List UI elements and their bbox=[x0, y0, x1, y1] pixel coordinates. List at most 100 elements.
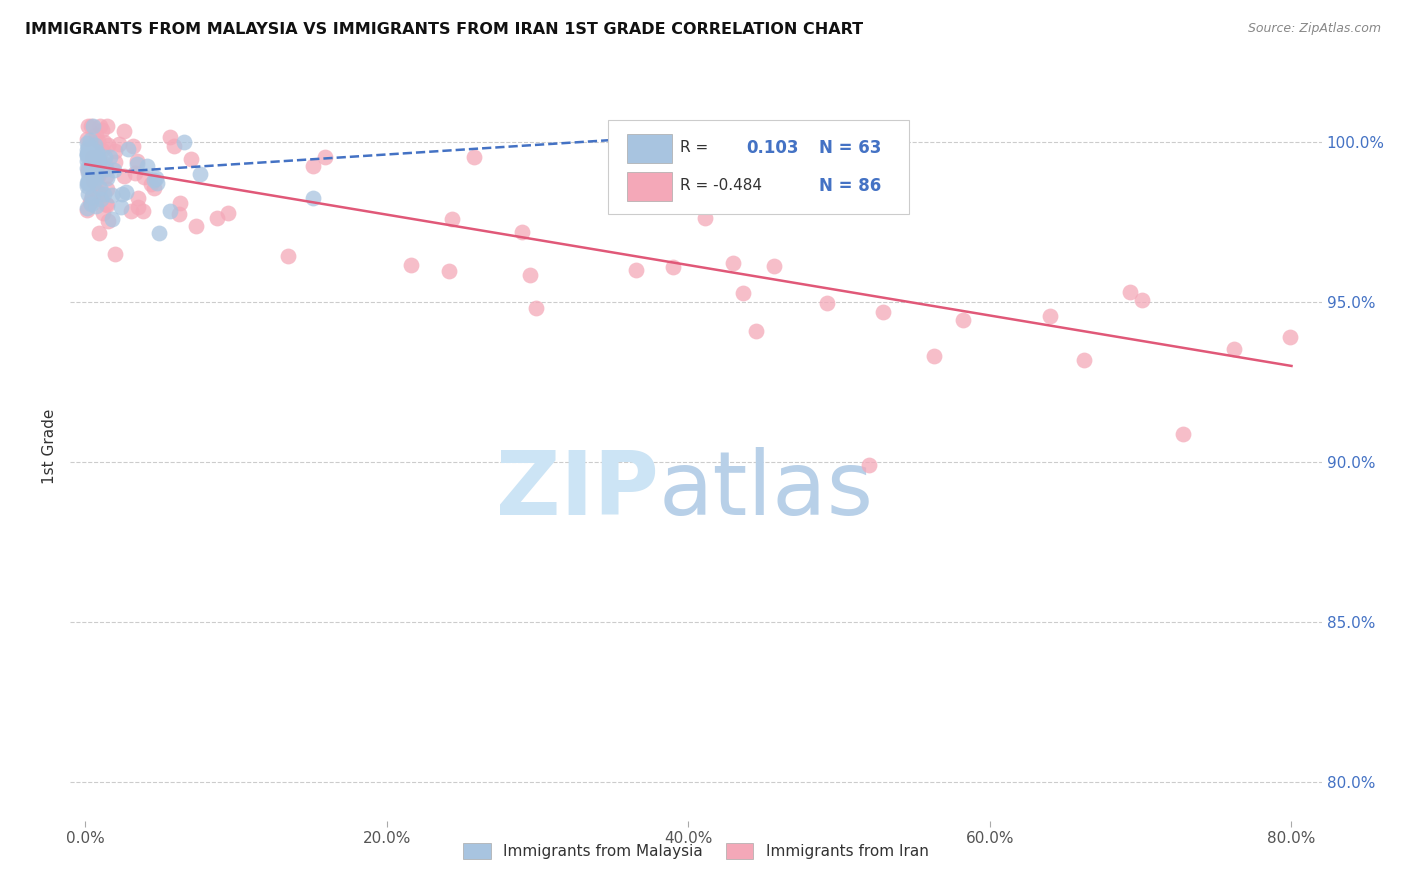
Point bbox=[97, 213, 120, 227]
Point bbox=[77, 161, 100, 176]
Point bbox=[93, 187, 115, 202]
Point bbox=[744, 324, 766, 338]
Point bbox=[104, 144, 127, 158]
Point bbox=[83, 160, 105, 174]
Point bbox=[76, 140, 98, 154]
Point bbox=[143, 173, 166, 187]
Point bbox=[76, 161, 98, 175]
Point bbox=[91, 205, 114, 219]
Point bbox=[79, 171, 101, 186]
Point bbox=[83, 175, 105, 189]
Point bbox=[302, 191, 325, 205]
Point bbox=[77, 161, 100, 176]
Point bbox=[922, 349, 945, 363]
Point bbox=[125, 156, 148, 170]
Point bbox=[952, 312, 974, 326]
Point bbox=[83, 160, 105, 174]
Point bbox=[76, 144, 98, 158]
Point bbox=[76, 202, 98, 217]
Text: R =: R = bbox=[679, 140, 709, 155]
Point bbox=[159, 204, 181, 219]
Point bbox=[519, 268, 541, 282]
Point bbox=[79, 195, 101, 210]
Point bbox=[510, 225, 533, 239]
Point bbox=[84, 138, 107, 153]
Point bbox=[87, 186, 110, 201]
Point bbox=[127, 200, 149, 214]
Point bbox=[94, 161, 117, 176]
Point bbox=[90, 192, 112, 206]
Point bbox=[89, 153, 111, 168]
Point bbox=[79, 133, 101, 147]
Point bbox=[76, 186, 98, 201]
Point bbox=[93, 135, 115, 149]
FancyBboxPatch shape bbox=[609, 120, 908, 214]
Point bbox=[132, 204, 155, 219]
Text: Source: ZipAtlas.com: Source: ZipAtlas.com bbox=[1247, 22, 1381, 36]
Text: ZIP: ZIP bbox=[496, 448, 658, 534]
Point bbox=[463, 150, 485, 164]
Point bbox=[104, 247, 127, 261]
Point bbox=[872, 305, 894, 319]
Point bbox=[89, 119, 111, 133]
Point bbox=[87, 134, 110, 148]
Point bbox=[180, 153, 202, 167]
Point bbox=[84, 128, 107, 142]
Point bbox=[112, 169, 135, 183]
Point bbox=[90, 123, 112, 137]
Point bbox=[148, 227, 170, 241]
Point bbox=[96, 198, 118, 212]
Point bbox=[1119, 285, 1142, 299]
Point bbox=[89, 226, 111, 240]
Point bbox=[127, 154, 149, 169]
Point bbox=[108, 136, 131, 151]
Point bbox=[1278, 329, 1301, 343]
Point bbox=[112, 123, 135, 137]
Point bbox=[94, 197, 117, 211]
Point bbox=[94, 150, 117, 164]
Point bbox=[188, 167, 211, 181]
Point bbox=[146, 176, 169, 190]
Point bbox=[1039, 309, 1062, 323]
Point bbox=[815, 296, 838, 310]
Point bbox=[858, 458, 880, 473]
Point bbox=[96, 119, 118, 133]
Point bbox=[87, 152, 110, 166]
Point bbox=[121, 138, 143, 153]
Point bbox=[1073, 353, 1095, 368]
Point bbox=[76, 153, 98, 168]
Point bbox=[76, 173, 98, 187]
Point bbox=[302, 159, 325, 173]
Point bbox=[437, 264, 460, 278]
Point bbox=[96, 182, 118, 196]
Point bbox=[124, 166, 146, 180]
Point bbox=[76, 166, 98, 180]
Point bbox=[662, 260, 685, 274]
Point bbox=[76, 136, 98, 150]
Point bbox=[89, 181, 111, 195]
Point bbox=[731, 285, 754, 300]
Point bbox=[1173, 427, 1195, 442]
Point bbox=[169, 195, 191, 210]
Point bbox=[159, 129, 181, 144]
Point bbox=[76, 177, 98, 191]
Point bbox=[86, 146, 108, 161]
Point bbox=[115, 185, 138, 199]
Y-axis label: 1st Grade: 1st Grade bbox=[42, 409, 58, 483]
Point bbox=[624, 263, 647, 277]
Point bbox=[145, 170, 167, 185]
Point bbox=[80, 195, 103, 210]
Point bbox=[76, 132, 98, 146]
Point bbox=[82, 119, 104, 133]
Point bbox=[87, 169, 110, 184]
Point bbox=[82, 141, 104, 155]
Point bbox=[83, 168, 105, 182]
FancyBboxPatch shape bbox=[627, 134, 672, 163]
Point bbox=[84, 199, 107, 213]
Text: IMMIGRANTS FROM MALAYSIA VS IMMIGRANTS FROM IRAN 1ST GRADE CORRELATION CHART: IMMIGRANTS FROM MALAYSIA VS IMMIGRANTS F… bbox=[25, 22, 863, 37]
Point bbox=[142, 181, 165, 195]
Point bbox=[76, 149, 98, 163]
Point bbox=[104, 154, 127, 169]
Point bbox=[110, 200, 132, 214]
Text: N = 86: N = 86 bbox=[818, 177, 880, 194]
